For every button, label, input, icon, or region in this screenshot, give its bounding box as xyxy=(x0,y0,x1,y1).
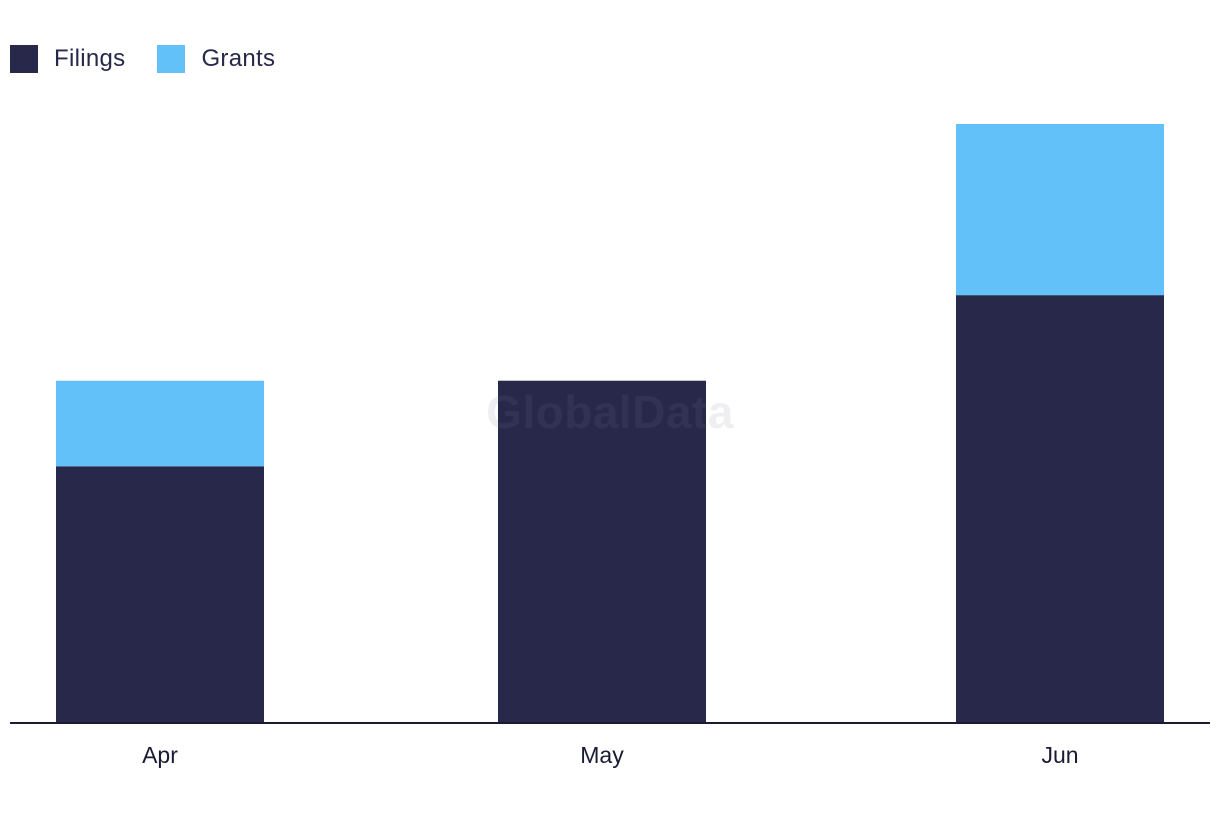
bars-group xyxy=(56,124,1164,723)
x-tick-label-apr: Apr xyxy=(142,742,178,768)
legend-label-grants: Grants xyxy=(201,45,276,72)
legend-item-filings: Filings xyxy=(10,45,125,73)
bar-grants-apr xyxy=(56,380,264,467)
bar-grants-jun xyxy=(956,124,1164,296)
x-axis-ticks: Apr May Jun xyxy=(142,742,1078,768)
x-tick-label-jun: Jun xyxy=(1041,742,1078,768)
bar-filings-may xyxy=(498,380,706,723)
legend-label-filings: Filings xyxy=(54,45,126,72)
bar-filings-jun xyxy=(956,295,1164,723)
legend-item-grants: Grants xyxy=(157,45,275,73)
legend-swatch-filings xyxy=(10,45,38,73)
x-tick-label-may: May xyxy=(580,742,624,768)
bar-filings-apr xyxy=(56,466,264,723)
chart-legend: Filings Grants xyxy=(10,44,307,74)
watermark-logo: GlobalData xyxy=(486,386,734,438)
legend-swatch-grants xyxy=(157,45,186,73)
